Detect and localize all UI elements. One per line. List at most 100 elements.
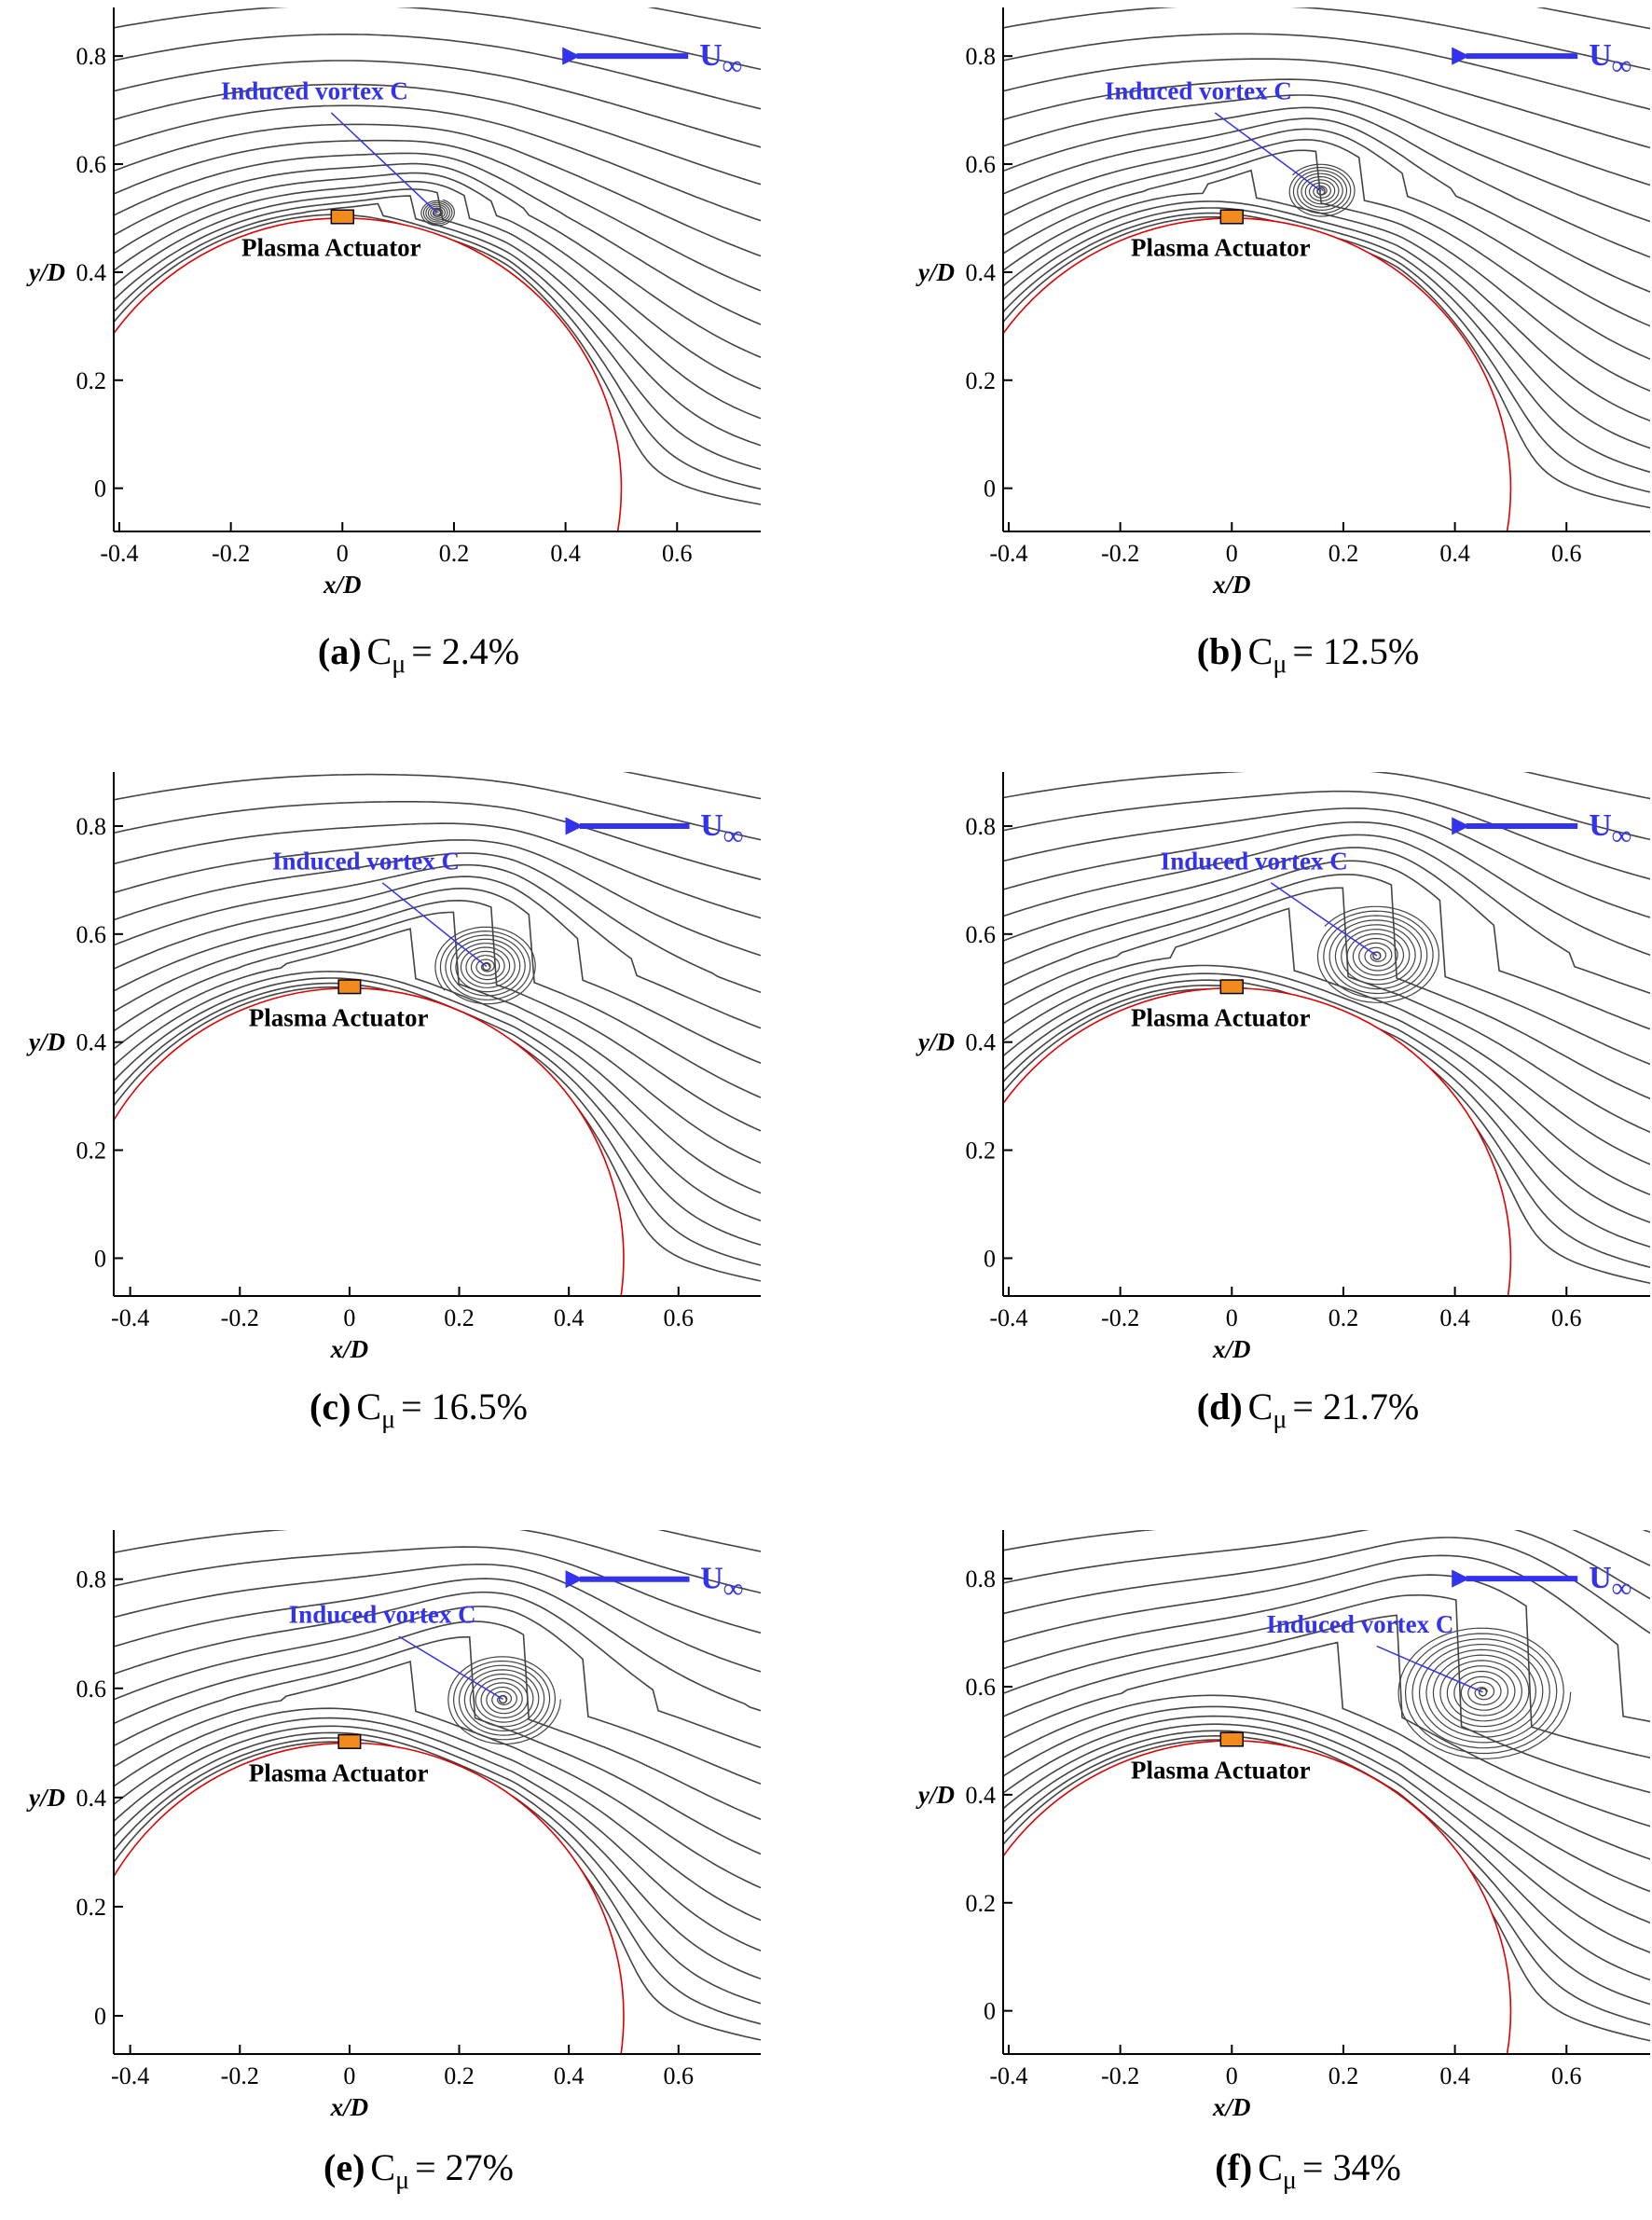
streamline	[1003, 207, 1650, 474]
vortex-center	[482, 961, 491, 972]
plasma-actuator	[337, 1733, 362, 1749]
x-tick-label: 0	[1226, 540, 1238, 567]
streamline	[114, 7, 761, 71]
vortex-leader	[381, 882, 488, 968]
plasma-actuator	[330, 209, 355, 225]
freestream-label: U∞	[700, 808, 743, 851]
caption-value: = 12.5%	[1292, 630, 1419, 672]
caption-value: = 16.5%	[401, 1386, 528, 1427]
y-tick-label: 0.8	[966, 1565, 997, 1593]
caption: (a) Cμ = 2.4%	[318, 630, 519, 679]
y-tick-label: 0	[94, 2003, 106, 2030]
streamline	[114, 152, 761, 325]
streamline	[1003, 1694, 1650, 1893]
vortex-spiral	[434, 926, 536, 1005]
x-axis-label: x/D	[330, 1335, 369, 1363]
caption-value: = 34%	[1302, 2146, 1401, 2188]
actuator-label: Plasma Actuator	[1131, 1757, 1311, 1785]
caption-value: = 27%	[415, 2146, 514, 2188]
streamline	[114, 1564, 761, 1673]
streamline	[114, 852, 761, 994]
streamline	[1003, 1530, 1650, 1600]
vortex-spiral	[420, 199, 455, 227]
streamline	[1003, 772, 1650, 841]
streamline	[1003, 1723, 1650, 1981]
freestream-letter: U	[699, 38, 723, 73]
streamline	[114, 83, 761, 186]
y-tick-label: 0	[984, 476, 996, 503]
freestream-subscript: ∞	[723, 50, 742, 81]
streamline	[114, 1546, 761, 1634]
panel: -0.4 -0.2 0 0.2 0.4 0.6 0 0.2 0.4 0.6 0.8 x/D y/D U∞ I…	[26, 589, 761, 1434]
y-tick-label: 0.2	[76, 367, 107, 394]
vortex-annotation: Induced vortex C	[1161, 847, 1348, 875]
streamline	[1003, 964, 1650, 1196]
streamline	[114, 672, 761, 712]
vortex-center	[1372, 951, 1382, 960]
x-tick-label: 0.6	[1551, 1304, 1582, 1331]
streamline	[1003, 1530, 1650, 1566]
x-tick-label: 0.6	[1551, 540, 1582, 567]
y-tick-label: 0.4	[966, 1782, 997, 1809]
streamline	[1003, 821, 1650, 956]
vortex-center	[1478, 1688, 1488, 1697]
streamline	[1003, 1537, 1650, 1634]
streamline	[1003, 78, 1650, 186]
cylinder-surface	[1003, 217, 1512, 531]
caption-symbol: C	[1258, 2146, 1283, 2188]
x-axis-label: x/D	[1212, 571, 1251, 599]
vortex-center	[433, 208, 442, 217]
y-tick-label: 0	[984, 1998, 996, 2025]
streamline	[1003, 709, 1650, 756]
y-tick-label: 0.4	[966, 1029, 997, 1056]
y-axis-label: y/D	[915, 1781, 955, 1809]
caption-symbol: C	[370, 2146, 395, 2188]
y-tick-label: 0.2	[966, 1138, 997, 1165]
streamline	[647, 7, 761, 30]
streamline	[114, 773, 761, 841]
y-tick-label: 0.6	[966, 151, 997, 178]
x-tick-label: 0.4	[1439, 2062, 1470, 2089]
x-tick-label: -0.2	[1101, 1304, 1139, 1331]
x-tick-label: 0.2	[439, 540, 470, 567]
streamline	[114, 801, 761, 881]
caption-subscript: μ	[1273, 1405, 1287, 1434]
vortex-annotation: Induced vortex C	[272, 847, 460, 875]
freestream-letter: U	[700, 808, 723, 843]
x-axis-label: x/D	[1212, 2093, 1251, 2121]
panel: -0.4 -0.2 0 0.2 0.4 0.6 0 0.2 0.4 0.6 0.8 x/D y/D U∞ I…	[26, 1340, 761, 2195]
x-tick-label: 0.6	[1551, 2062, 1582, 2089]
x-tick-label: 0.2	[1328, 2062, 1359, 2089]
streamline	[114, 1340, 761, 1369]
y-tick-label: 0.8	[76, 813, 107, 840]
streamline	[114, 123, 761, 257]
streamline	[114, 911, 761, 1165]
streamline	[114, 589, 761, 617]
x-tick-label: -0.4	[111, 1304, 149, 1331]
x-tick-label: -0.2	[1101, 2062, 1139, 2089]
x-tick-label: 0.2	[1328, 540, 1359, 567]
cylinder-surface	[1003, 987, 1512, 1296]
streamline	[114, 139, 761, 292]
y-axis-label: y/D	[915, 258, 955, 286]
x-axis-label: x/D	[330, 2093, 369, 2121]
y-axis-label: y/D	[26, 1028, 65, 1056]
streamline	[114, 1461, 761, 1509]
freestream-label: U∞	[699, 38, 742, 81]
y-tick-label: 0.2	[76, 1894, 107, 1921]
plasma-actuator	[1219, 1731, 1245, 1747]
actuator-label: Plasma Actuator	[249, 1758, 429, 1786]
streamline	[1003, 58, 1650, 149]
freestream-label: U∞	[1589, 38, 1631, 81]
y-tick-label: 0.4	[76, 259, 107, 286]
y-tick-label: 0	[94, 1245, 106, 1272]
y-tick-label: 0.4	[966, 259, 997, 286]
streamline	[1003, 1342, 1650, 1370]
plasma-actuator	[1219, 979, 1245, 995]
y-tick-label: 0.2	[966, 367, 997, 394]
freestream-letter: U	[1589, 808, 1612, 843]
streamline	[114, 1707, 761, 1922]
x-tick-label: 0	[1226, 2062, 1238, 2089]
x-tick-label: 0.4	[550, 540, 581, 567]
x-tick-label: -0.4	[111, 2062, 149, 2089]
